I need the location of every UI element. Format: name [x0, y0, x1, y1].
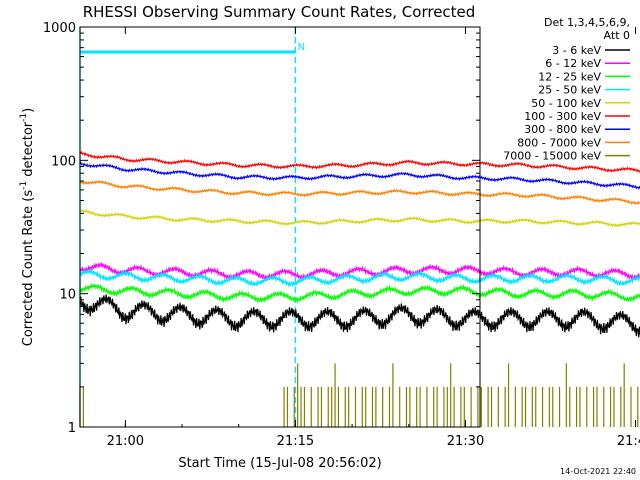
chart-title: RHESSI Observing Summary Count Rates, Co…	[83, 3, 476, 21]
legend-label: 7000 - 15000 keV	[503, 150, 601, 163]
legend-label: 6 - 12 keV	[545, 57, 601, 70]
legend-label: 12 - 25 keV	[538, 70, 601, 83]
y-tick-label: 1	[68, 421, 76, 436]
x-tick-label: 21:45	[617, 434, 640, 449]
x-tick-label: 21:30	[447, 434, 484, 449]
plot-frame	[79, 26, 481, 428]
y-tick-label: 100	[51, 154, 76, 169]
legend-label: 100 - 300 keV	[524, 110, 601, 123]
legend-header: Att 0	[604, 29, 630, 42]
legend-label: 50 - 100 keV	[531, 97, 601, 110]
legend-header: Det 1,3,4,5,6,9,	[544, 16, 630, 29]
y-tick-label: 1000	[43, 21, 76, 36]
flag-annotation: N	[298, 42, 305, 53]
legend-label: 25 - 50 keV	[538, 84, 601, 97]
axes-layer: 21:0021:1521:3021:4522:0022:1522:3011010…	[43, 21, 640, 449]
legend-label: 800 - 7000 keV	[517, 136, 601, 149]
x-tick-label: 21:00	[107, 434, 144, 449]
y-axis-label: Corrected Count Rate (s-1 detector-1)	[19, 108, 36, 346]
x-axis-label: Start Time (15-Jul-08 20:56:02)	[178, 456, 381, 471]
series-group	[79, 363, 639, 427]
x-tick-label: 21:15	[277, 434, 314, 449]
legend-label: 300 - 800 keV	[524, 123, 601, 136]
y-tick-label: 10	[59, 288, 76, 303]
footer-date: 14-Oct-2021 22:40	[560, 467, 636, 476]
legend-label: 3 - 6 keV	[552, 44, 601, 57]
